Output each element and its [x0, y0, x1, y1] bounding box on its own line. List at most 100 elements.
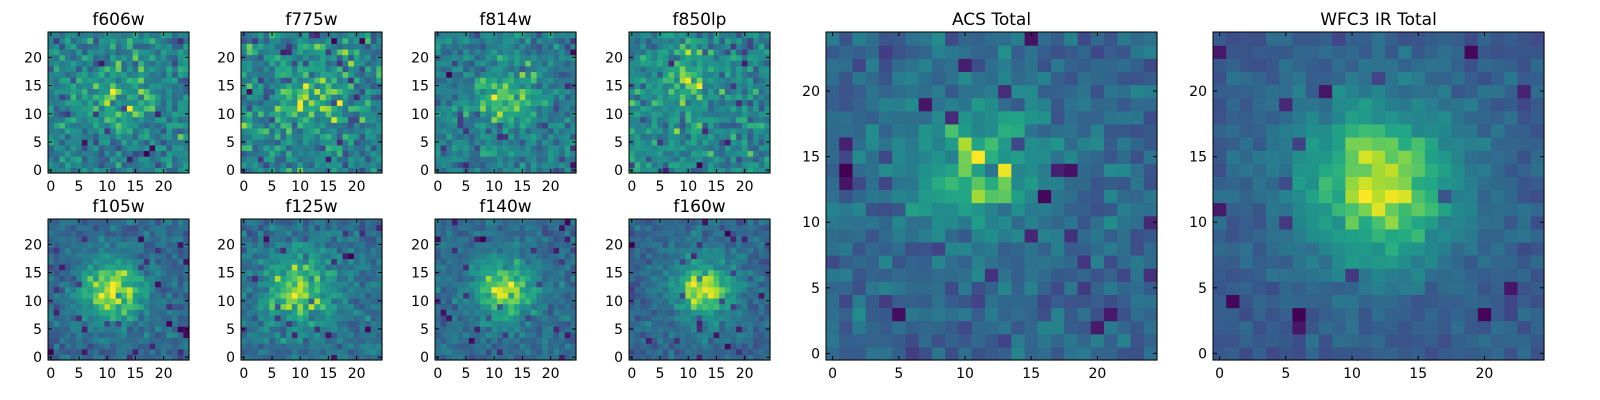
- heatmap-cell: [440, 144, 447, 152]
- heatmap-cell: [280, 343, 287, 350]
- heatmap-cell: [252, 105, 259, 112]
- heatmap-cell: [286, 122, 293, 129]
- heatmap-cell: [376, 37, 383, 44]
- heatmap-cell: [353, 343, 361, 350]
- heatmap-cell: [59, 127, 66, 135]
- axes-frame: [47, 31, 190, 174]
- heatmap-cell: [547, 343, 555, 350]
- heatmap-cell: [138, 60, 145, 67]
- heatmap-cell: [241, 77, 248, 84]
- heatmap-cell: [485, 314, 492, 322]
- heatmap-cell: [536, 354, 543, 361]
- heatmap-cell: [166, 133, 173, 140]
- heatmap-cell: [651, 337, 658, 344]
- heatmap-cell: [513, 139, 521, 146]
- heatmap-cell: [331, 139, 338, 146]
- heatmap-cell: [463, 127, 470, 135]
- heatmap-cell: [497, 37, 504, 44]
- heatmap-cell: [741, 43, 749, 50]
- heatmap-cell: [446, 320, 453, 327]
- heatmap-cell: [530, 292, 538, 299]
- heatmap-cell: [342, 337, 349, 344]
- heatmap-cell: [274, 314, 282, 322]
- heatmap-cell: [64, 94, 72, 101]
- heatmap-cell: [491, 94, 498, 101]
- heatmap-cell: [668, 320, 675, 327]
- heatmap-cell: [657, 269, 664, 276]
- heatmap-cell: [451, 156, 459, 163]
- y-tick-label: 15: [217, 266, 235, 282]
- heatmap-cell: [353, 133, 361, 140]
- heatmap-cell: [497, 54, 504, 61]
- heatmap-cell: [308, 161, 315, 168]
- heatmap-cell: [110, 116, 117, 123]
- heatmap-cell: [508, 326, 515, 333]
- axes-frame: [434, 218, 577, 361]
- heatmap-cell: [719, 116, 726, 123]
- heatmap-cell: [508, 139, 515, 146]
- heatmap-cell: [149, 303, 156, 310]
- heatmap-cell: [149, 60, 156, 67]
- heatmap-cell: [497, 297, 504, 305]
- heatmap-cell: [753, 116, 760, 123]
- heatmap-cell: [126, 167, 134, 174]
- heatmap-cell: [679, 161, 686, 168]
- heatmap-cell: [70, 292, 77, 299]
- heatmap-cell: [172, 343, 179, 350]
- heatmap-cell: [110, 60, 117, 67]
- heatmap-cell: [370, 286, 377, 293]
- heatmap-cell: [474, 110, 481, 118]
- heatmap-cell: [126, 54, 134, 61]
- heatmap-cell: [530, 337, 538, 344]
- heatmap-cell: [457, 122, 464, 129]
- heatmap-cell: [59, 252, 66, 260]
- heatmap-cell: [93, 82, 100, 89]
- heatmap-cell: [525, 32, 532, 39]
- heatmap-cell: [707, 144, 715, 152]
- heatmap-cell: [48, 77, 55, 84]
- heatmap-cell: [662, 32, 670, 39]
- heatmap-cell: [525, 303, 532, 310]
- heatmap-cell: [314, 281, 321, 288]
- heatmap-cell: [446, 133, 453, 140]
- heatmap-cell: [440, 88, 447, 95]
- heatmap-cell: [480, 275, 487, 282]
- heatmap-cell: [446, 167, 453, 174]
- heatmap-cell: [53, 65, 60, 73]
- heatmap-cell: [98, 281, 105, 288]
- heatmap-cell: [257, 77, 265, 84]
- heatmap-cell: [81, 219, 89, 226]
- heatmap-cell: [132, 252, 139, 260]
- heatmap-cell: [702, 348, 709, 355]
- heatmap-cell: [730, 337, 737, 344]
- heatmap-cell: [280, 235, 287, 243]
- heatmap-cell: [634, 94, 641, 101]
- heatmap-cell: [348, 77, 355, 84]
- heatmap-cell: [93, 343, 100, 350]
- heatmap-cell: [370, 348, 377, 355]
- heatmap-cell: [480, 54, 487, 61]
- heatmap-cell: [286, 320, 293, 327]
- heatmap-cell: [440, 281, 447, 288]
- x-tick-label: 5: [75, 179, 84, 195]
- heatmap-cell: [308, 156, 315, 163]
- heatmap-cell: [252, 60, 259, 67]
- heatmap-cell: [286, 156, 293, 163]
- heatmap-cell: [252, 337, 259, 344]
- heatmap-cell: [485, 224, 492, 231]
- heatmap-cell: [674, 54, 681, 61]
- heatmap-cell: [98, 230, 105, 237]
- heatmap-cell: [110, 77, 117, 84]
- heatmap-cell: [257, 48, 265, 56]
- heatmap-cell: [87, 127, 94, 135]
- heatmap-cell: [564, 167, 571, 174]
- heatmap-cell: [446, 99, 453, 106]
- heatmap-cell: [640, 331, 647, 339]
- heatmap-cell: [730, 161, 737, 168]
- heatmap-cell: [662, 354, 670, 361]
- heatmap-cell: [319, 82, 327, 89]
- heatmap-cell: [166, 326, 173, 333]
- heatmap-cell: [177, 331, 184, 339]
- heatmap-cell: [564, 337, 571, 344]
- heatmap-cell: [246, 269, 253, 276]
